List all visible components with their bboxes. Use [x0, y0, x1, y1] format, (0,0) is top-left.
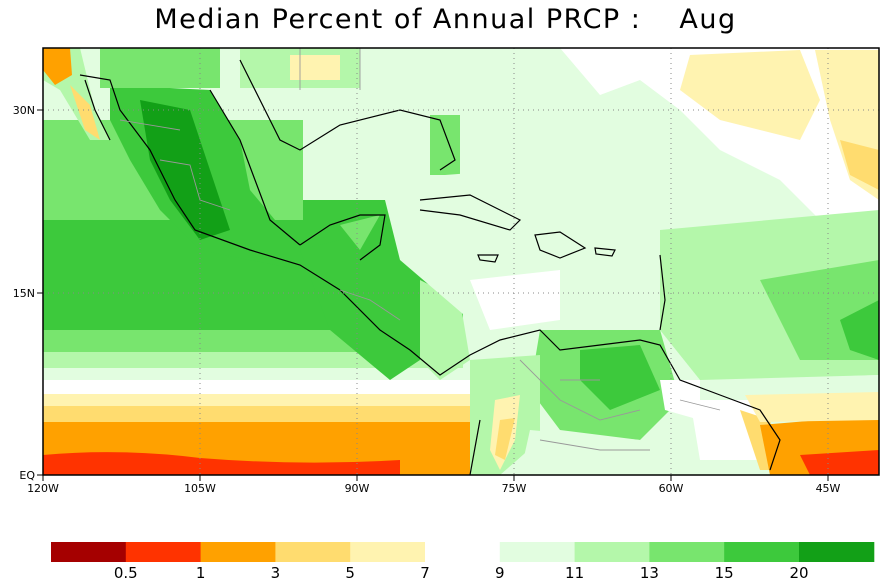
colorbar-swatch	[574, 542, 650, 562]
colorbar-swatch	[125, 542, 202, 562]
colorbar-label: 3	[271, 564, 281, 582]
title-text: Median Percent of Annual PRCP :	[154, 4, 642, 35]
colorbar-label: 5	[345, 564, 355, 582]
colorbar-swatch	[51, 542, 127, 562]
y-tick-label: EQ	[19, 469, 35, 482]
colorbar-label: 1	[196, 564, 206, 582]
title-month: Aug	[679, 4, 737, 35]
colorbar-swatch	[499, 542, 576, 562]
colorbar-label: 11	[565, 564, 584, 582]
tick-marks	[37, 109, 829, 481]
colorbar-label: 7	[420, 564, 430, 582]
graticule	[43, 48, 879, 475]
colorbar-swatch	[200, 542, 276, 562]
x-tick-label: 60W	[659, 482, 684, 495]
colorbar-swatch	[799, 542, 875, 562]
precip-field	[43, 48, 879, 475]
colorbar-swatch	[724, 542, 800, 562]
y-tick-label: 15N	[13, 287, 35, 300]
colorbar-swatch	[275, 542, 351, 562]
x-tick-label: 75W	[502, 482, 527, 495]
y-tick-label: 30N	[13, 104, 35, 117]
colorbar-label: 20	[789, 564, 808, 582]
map-title: Median Percent of Annual PRCP : Aug	[0, 4, 891, 35]
colorbar-swatch	[425, 542, 501, 562]
x-tick-label: 90W	[345, 482, 370, 495]
colorbar-swatch	[350, 542, 426, 562]
x-tick-label: 105W	[184, 482, 216, 495]
colorbar-label: 0.5	[114, 564, 138, 582]
colorbar-swatch	[649, 542, 725, 562]
colorbar: 0.5 1 3 5 7 9 11 13 15 20	[51, 542, 875, 582]
state-borders	[119, 48, 721, 451]
map-frame	[42, 47, 880, 476]
x-tick-label: 45W	[816, 482, 841, 495]
colorbar-label: 13	[640, 564, 659, 582]
coastlines	[79, 59, 781, 475]
colorbar-label: 9	[495, 564, 505, 582]
x-tick-label: 120W	[27, 482, 59, 495]
colorbar-label: 15	[715, 564, 734, 582]
